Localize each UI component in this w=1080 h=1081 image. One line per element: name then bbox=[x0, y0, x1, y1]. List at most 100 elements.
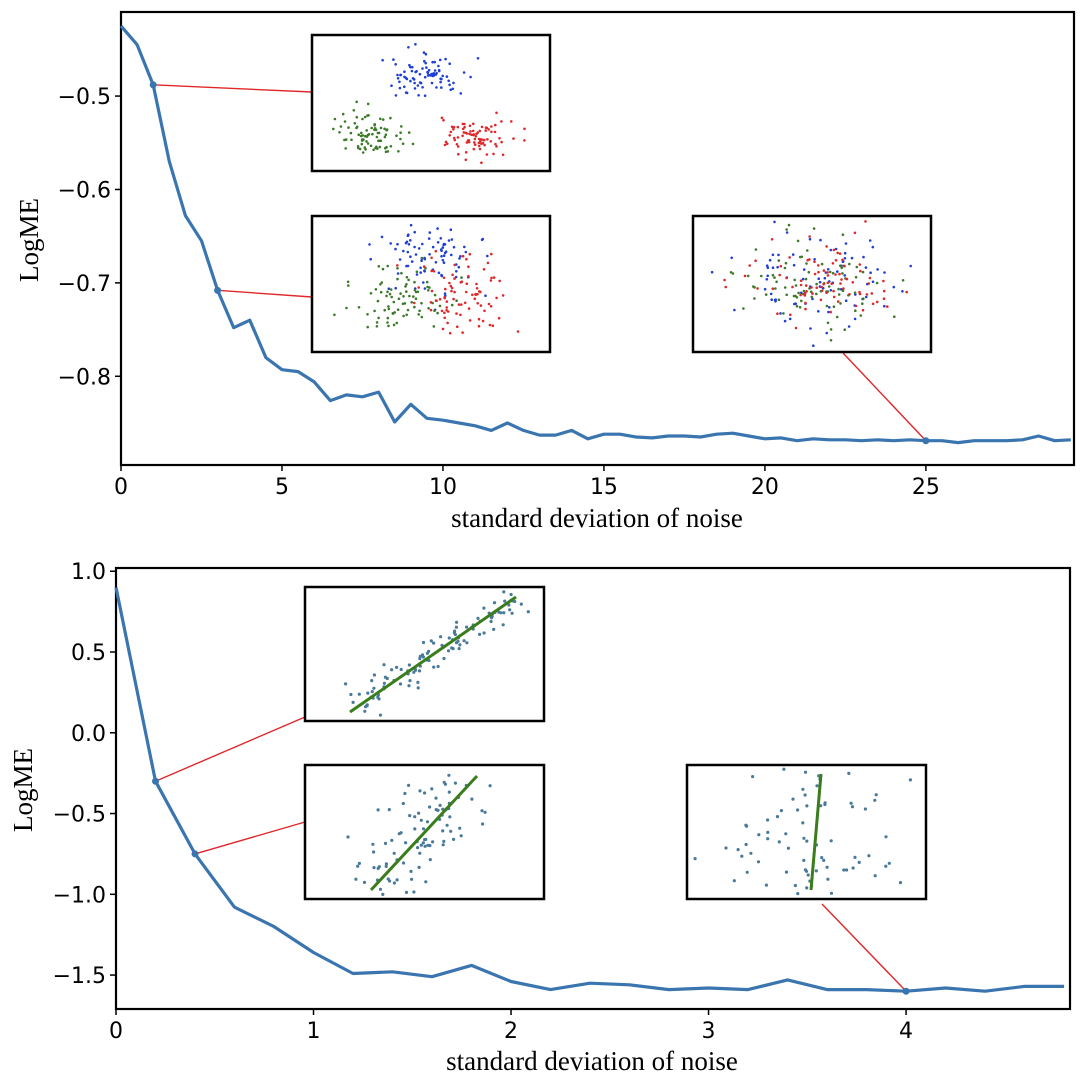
y-tick-label: 0.5 bbox=[71, 641, 106, 666]
plot-frame-top bbox=[119, 10, 1076, 467]
cluster-point bbox=[484, 294, 487, 298]
cluster-point bbox=[843, 251, 847, 255]
cluster-point bbox=[799, 293, 802, 297]
cluster-point bbox=[832, 295, 836, 299]
cluster-point bbox=[449, 228, 453, 231]
cluster-point bbox=[853, 317, 857, 321]
cluster-point bbox=[487, 128, 491, 131]
cluster-point bbox=[843, 328, 846, 332]
cluster-point bbox=[464, 250, 468, 254]
regression-point bbox=[873, 798, 877, 802]
regression-point bbox=[370, 690, 374, 694]
leader-line bbox=[155, 716, 306, 782]
cluster-point bbox=[773, 220, 776, 224]
cluster-point bbox=[356, 145, 360, 148]
cluster-point bbox=[731, 272, 735, 275]
regression-point bbox=[441, 843, 445, 847]
cluster-point bbox=[472, 122, 475, 126]
cluster-point bbox=[417, 313, 421, 316]
regression-point bbox=[442, 780, 446, 784]
regression-point bbox=[751, 775, 755, 779]
cluster-point bbox=[423, 59, 426, 63]
y-tick-label: −1.0 bbox=[53, 883, 106, 908]
x-tick-label: 3 bbox=[702, 1019, 716, 1044]
regression-point bbox=[462, 639, 466, 643]
cluster-point bbox=[446, 321, 449, 325]
regression-point bbox=[756, 860, 761, 864]
cluster-point bbox=[452, 136, 456, 140]
cluster-point bbox=[829, 328, 833, 331]
cluster-point bbox=[343, 120, 347, 123]
cluster-point bbox=[420, 259, 423, 263]
regression-point bbox=[409, 869, 413, 874]
cluster-point bbox=[443, 316, 447, 320]
cluster-point bbox=[437, 271, 441, 275]
cluster-point bbox=[380, 235, 384, 239]
cluster-point bbox=[848, 293, 851, 296]
cluster-point bbox=[868, 276, 872, 280]
cluster-point bbox=[484, 129, 488, 132]
cluster-point bbox=[854, 304, 858, 308]
cluster-point bbox=[492, 152, 495, 156]
cluster-point bbox=[783, 319, 787, 323]
regression-point bbox=[423, 844, 427, 848]
cluster-point bbox=[804, 284, 808, 287]
regression-point bbox=[779, 809, 784, 813]
cluster-point bbox=[460, 276, 463, 279]
regression-point bbox=[803, 770, 808, 774]
regression-point bbox=[407, 663, 411, 667]
cluster-point bbox=[841, 233, 845, 236]
cluster-point bbox=[834, 259, 838, 262]
x-tick-label: 5 bbox=[275, 475, 289, 500]
cluster-point bbox=[390, 84, 393, 87]
cluster-point bbox=[456, 125, 460, 129]
cluster-point bbox=[500, 140, 503, 144]
cluster-point bbox=[464, 158, 468, 162]
cluster-point bbox=[426, 71, 430, 75]
cluster-point bbox=[357, 306, 361, 309]
cluster-point bbox=[449, 88, 453, 92]
cluster-point bbox=[448, 83, 451, 87]
cluster-point bbox=[456, 145, 460, 148]
regression-point bbox=[434, 796, 438, 800]
highlight-point bbox=[214, 286, 222, 294]
cluster-point bbox=[375, 325, 379, 328]
cluster-point bbox=[420, 315, 424, 319]
cluster-point bbox=[389, 288, 393, 291]
cluster-point bbox=[416, 290, 420, 294]
cluster-point bbox=[355, 115, 359, 119]
cluster-point bbox=[418, 309, 421, 313]
cluster-point bbox=[389, 145, 393, 148]
cluster-point bbox=[477, 141, 481, 145]
regression-point bbox=[764, 883, 769, 887]
cluster-point bbox=[396, 77, 400, 80]
cluster-point bbox=[451, 273, 454, 277]
cluster-point bbox=[826, 271, 829, 274]
cluster-point bbox=[474, 135, 478, 138]
cluster-point bbox=[476, 302, 480, 305]
cluster-point bbox=[832, 248, 836, 252]
cluster-point bbox=[341, 112, 345, 116]
cluster-point bbox=[810, 295, 814, 299]
cluster-point bbox=[371, 132, 374, 136]
cluster-point bbox=[438, 297, 442, 301]
cluster-point bbox=[376, 131, 380, 135]
cluster-point bbox=[869, 271, 872, 275]
cluster-point bbox=[410, 301, 414, 304]
regression-point bbox=[482, 606, 486, 610]
cluster-point bbox=[748, 264, 751, 267]
regression-point bbox=[412, 890, 416, 894]
cluster-point bbox=[421, 67, 424, 70]
regression-point bbox=[395, 878, 399, 882]
cluster-point bbox=[363, 146, 367, 149]
cluster-point bbox=[449, 130, 453, 134]
cluster-point bbox=[464, 151, 468, 154]
inset-regression-high-noise bbox=[685, 763, 928, 901]
regression-point bbox=[362, 880, 367, 885]
regression-point bbox=[845, 868, 849, 872]
cluster-point bbox=[332, 127, 335, 131]
cluster-point bbox=[429, 308, 433, 312]
cluster-point bbox=[837, 287, 840, 291]
cluster-point bbox=[480, 138, 483, 141]
regression-point bbox=[509, 592, 513, 597]
